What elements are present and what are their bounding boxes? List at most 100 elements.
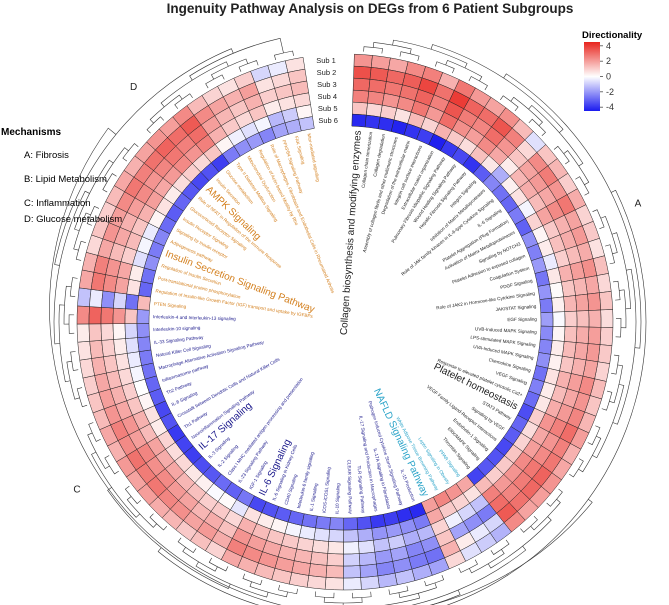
heatmap-cell — [124, 308, 138, 324]
heatmap-cell — [539, 297, 554, 314]
heatmap-cell — [89, 340, 104, 359]
heatmap-cell — [562, 341, 577, 359]
heatmap-cell — [88, 306, 102, 325]
legend-ticks: 4 2 0 -2 -4 — [600, 41, 614, 112]
heatmap-cell — [360, 575, 380, 590]
mechanism-item: B: Lipid Metabolism — [24, 174, 107, 185]
dendrogram — [49, 37, 647, 605]
heatmap-cell — [575, 293, 589, 312]
heatmap-cell — [100, 323, 114, 341]
heatmap-cell — [76, 323, 90, 343]
track-label: Sub 3 — [317, 80, 337, 89]
dendrogram-branch — [352, 591, 372, 599]
heatmap-cell — [76, 305, 90, 325]
dendrogram-branch — [278, 584, 298, 595]
heatmap-cell — [125, 293, 139, 310]
heatmap-cell — [369, 513, 386, 529]
dendrogram-branch — [70, 351, 79, 371]
track-label: Sub 1 — [316, 56, 336, 65]
pathway-label: EGF Signaling — [507, 317, 537, 322]
heatmap-cell — [364, 114, 381, 130]
dendrogram-branch — [54, 48, 234, 266]
dendrogram-branch — [91, 451, 140, 518]
heatmap-cell — [343, 517, 358, 531]
heatmap-cell — [352, 77, 371, 92]
heatmap-cell — [310, 551, 329, 566]
pathway-label: IL-10 Signaling — [334, 483, 340, 514]
dendrogram-branch — [434, 61, 455, 74]
heatmap-cell — [113, 338, 128, 356]
heatmap-cell — [587, 326, 602, 345]
dendrogram-branch — [609, 364, 623, 404]
dendrogram-branch — [612, 268, 637, 425]
pathway-label: PDGF Signaling — [500, 278, 534, 290]
dendrogram-branch — [601, 390, 613, 411]
heatmap-cell — [326, 553, 344, 567]
dendrogram-branch — [126, 496, 157, 528]
pathway-label: JAK/STAT Signaling — [495, 304, 537, 312]
heatmap-cell — [306, 575, 327, 590]
pathway-label: PTEN Signaling — [154, 301, 187, 309]
heatmap-cell — [308, 563, 328, 578]
heatmap-cell — [343, 529, 359, 543]
heatmap-cells — [76, 53, 614, 591]
legend-title: Directionality — [582, 30, 643, 41]
heatmap-cell — [357, 527, 374, 542]
heatmap-cell — [359, 563, 379, 578]
heatmap-cell — [352, 89, 370, 104]
legend-tick-label: 2 — [606, 56, 611, 66]
heatmap-cell — [88, 323, 102, 342]
dendrogram-branch — [314, 591, 335, 599]
dendrogram-branch — [490, 539, 510, 555]
dendrogram-branch — [146, 116, 165, 134]
heatmap-cell — [549, 281, 564, 299]
heatmap-cell — [358, 539, 376, 554]
heatmap-cell — [311, 539, 329, 554]
heatmap-cell — [576, 310, 590, 328]
track-label: Sub 4 — [318, 92, 338, 101]
heatmap-cell — [313, 527, 330, 542]
dendrogram-branch — [274, 50, 294, 61]
dendrogram-branch — [458, 559, 478, 573]
dendrogram-branch — [587, 425, 601, 446]
heatmap-cell — [352, 101, 368, 116]
dendrogram-branch — [124, 485, 142, 505]
mechanisms-legend: Mechanisms A: Fibrosis B: Lipid Metaboli… — [1, 127, 122, 225]
heatmap-cell — [125, 337, 140, 354]
heatmap-cell — [534, 270, 550, 287]
heatmap-cell — [353, 53, 373, 68]
heatmap-cell — [537, 284, 552, 300]
dendrogram-branch — [63, 285, 72, 325]
dendrogram-branch — [189, 37, 284, 81]
dendrogram-branch — [149, 513, 168, 531]
mechanism-item: D: Glucose metabolism — [24, 214, 122, 225]
heatmap-cell — [113, 292, 128, 310]
heatmap-cell — [77, 340, 92, 361]
heatmap-cell — [585, 343, 601, 363]
pathway-label: UVB-Induced MAPK Signaling — [475, 326, 537, 334]
sector-label: D — [130, 82, 137, 93]
pathway-labels: Collagen biosynthesis and modifying enzy… — [153, 130, 537, 515]
heatmap-cell — [366, 102, 383, 118]
pathway-label: IL-33 Signaling Pathway — [154, 335, 204, 345]
dendrogram-branch — [75, 240, 86, 261]
pathway-label: Interleukin-4 and Interleukin-13 signali… — [153, 314, 236, 321]
heatmap-cell — [77, 287, 92, 307]
dendrogram-branch — [363, 46, 383, 54]
heatmap-cell — [301, 513, 318, 529]
mechanism-item: C: Inflammation — [24, 198, 91, 209]
track-label: Sub 5 — [318, 104, 338, 113]
dendrogram-branch — [122, 143, 139, 162]
heatmap-cell — [101, 290, 116, 309]
heatmap-cell — [353, 65, 372, 80]
dendrogram-branch — [468, 76, 488, 91]
mechanisms-title: Mechanisms — [1, 127, 61, 138]
heatmap-cell — [573, 342, 589, 361]
heatmap-cell — [136, 309, 150, 324]
dendrogram-branch — [107, 487, 231, 589]
dendrogram-branch — [323, 597, 363, 604]
pathway-label: Mtor-mediated signaling — [306, 133, 320, 183]
dendrogram-branch — [578, 435, 602, 473]
pathway-label: FAK Signaling — [294, 136, 306, 166]
heatmap-cell — [100, 307, 114, 325]
